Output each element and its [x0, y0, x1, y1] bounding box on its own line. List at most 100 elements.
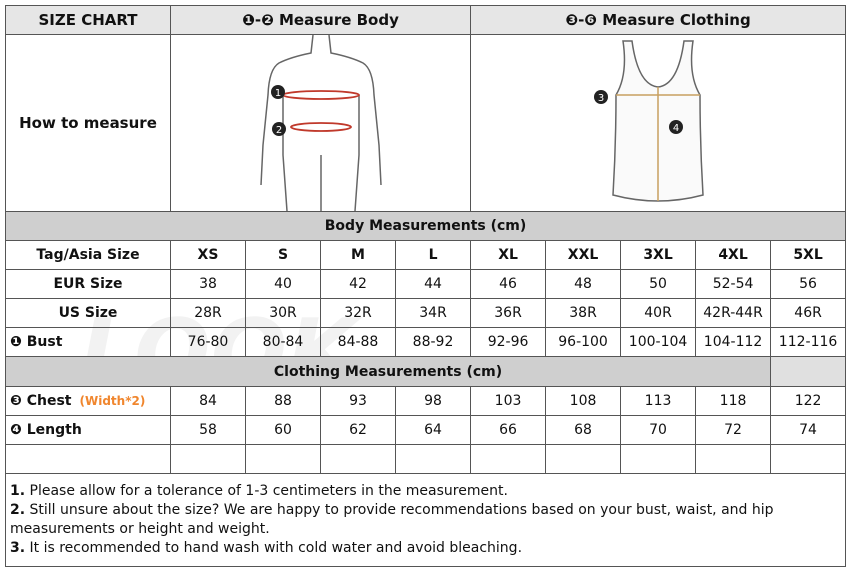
us-cell: 40R	[620, 298, 697, 328]
svg-text:1: 1	[274, 88, 280, 99]
chest-cell: 122	[770, 386, 847, 416]
length-cell: 60	[245, 415, 321, 445]
us-label: US Size	[5, 298, 171, 328]
tank-top-icon: 3 4	[594, 40, 704, 202]
illustration-row: How to measure 1 2 3 4	[5, 34, 847, 212]
bust-cell: 84-88	[320, 327, 396, 357]
empty-cell	[5, 444, 171, 474]
eur-cell: 46	[470, 269, 547, 299]
us-row: US Size 28R 30R 32R 34R 36R 38R 40R 42R-…	[5, 298, 847, 328]
bust-cell: 104-112	[695, 327, 772, 357]
empty-cell	[394, 444, 472, 474]
chest-label-cell: ❸ Chest (Width*2)	[5, 386, 171, 416]
us-cell: 32R	[320, 298, 396, 328]
notes: 1. Please allow for a tolerance of 1-3 c…	[4, 473, 847, 567]
eur-cell: 38	[170, 269, 246, 299]
size-cell: XL	[470, 240, 547, 270]
bust-cell: 100-104	[620, 327, 697, 357]
chest-row: ❸ Chest (Width*2) 84 88 93 98 103 108 113…	[5, 386, 847, 416]
us-cell: 36R	[470, 298, 547, 328]
eur-cell: 44	[394, 269, 472, 299]
us-cell: 34R	[394, 298, 472, 328]
eur-cell: 48	[545, 269, 622, 299]
bust-cell: 80-84	[245, 327, 321, 357]
size-label: Tag/Asia Size	[5, 240, 171, 270]
eur-cell: 56	[770, 269, 847, 299]
length-cell: 70	[620, 415, 697, 445]
chest-cell: 84	[170, 386, 246, 416]
empty-cell	[320, 444, 396, 474]
svg-text:2: 2	[275, 125, 281, 136]
measure-body-heading: ❶-❷ Measure Body	[169, 5, 472, 35]
size-cell: L	[394, 240, 472, 270]
empty-cell	[770, 444, 847, 474]
length-cell: 72	[695, 415, 772, 445]
length-row: ❹ Length 58 60 62 64 66 68 70 72 74	[5, 415, 847, 445]
chest-cell: 118	[695, 386, 772, 416]
note-item: 3. It is recommended to hand wash with c…	[10, 540, 523, 556]
measure-clothing-heading: ❸-❻ Measure Clothing	[470, 5, 847, 35]
size-row: Tag/Asia Size XS S M L XL XXL 3XL 4XL 5X…	[5, 240, 847, 270]
empty-cell	[695, 444, 772, 474]
clothing-section-row: Clothing Measurements (cm)	[4, 356, 847, 387]
empty-row	[5, 444, 847, 474]
chest-note: (Width*2)	[79, 394, 146, 408]
chest-cell: 93	[320, 386, 396, 416]
bust-cell: 88-92	[394, 327, 472, 357]
us-cell: 46R	[770, 298, 847, 328]
size-chart-title: SIZE CHART	[5, 5, 171, 35]
size-cell: M	[320, 240, 396, 270]
us-cell: 38R	[545, 298, 622, 328]
length-cell: 74	[770, 415, 847, 445]
body-illustration: 1 2	[169, 34, 472, 212]
us-cell: 42R-44R	[695, 298, 772, 328]
chest-cell: 98	[394, 386, 472, 416]
chest-label: ❸ Chest	[10, 393, 72, 409]
how-to-measure-label: How to measure	[5, 34, 171, 212]
size-cell: 5XL	[770, 240, 847, 270]
empty-cell	[170, 444, 246, 474]
bust-cell: 96-100	[545, 327, 622, 357]
length-cell: 66	[470, 415, 547, 445]
notes-row: 1. Please allow for a tolerance of 1-3 c…	[4, 473, 847, 567]
empty-cell	[545, 444, 622, 474]
eur-cell: 52-54	[695, 269, 772, 299]
size-cell: XS	[170, 240, 246, 270]
bust-cell: 112-116	[770, 327, 847, 357]
bust-cell: 92-96	[470, 327, 547, 357]
bust-row: ❶ Bust 76-80 80-84 84-88 88-92 92-96 96-…	[5, 327, 847, 357]
length-cell: 68	[545, 415, 622, 445]
clothing-measurements-heading: Clothing Measurements (cm)	[4, 356, 772, 387]
body-section-row: Body Measurements (cm)	[4, 211, 847, 241]
eur-row: EUR Size 38 40 42 44 46 48 50 52-54 56	[5, 269, 847, 299]
body-measurements-heading: Body Measurements (cm)	[4, 211, 847, 241]
eur-cell: 40	[245, 269, 321, 299]
chest-cell: 108	[545, 386, 622, 416]
chest-cell: 113	[620, 386, 697, 416]
note-item: 1. Please allow for a tolerance of 1-3 c…	[10, 483, 508, 499]
empty-cell	[470, 444, 547, 474]
length-cell: 58	[170, 415, 246, 445]
bust-label: ❶ Bust	[5, 327, 171, 357]
chest-cell: 88	[245, 386, 321, 416]
length-cell: 62	[320, 415, 396, 445]
us-cell: 30R	[245, 298, 321, 328]
eur-label: EUR Size	[5, 269, 171, 299]
length-cell: 64	[394, 415, 472, 445]
size-cell: 3XL	[620, 240, 697, 270]
empty-cell	[245, 444, 321, 474]
clothing-illustration: 3 4	[470, 34, 847, 212]
size-cell: S	[245, 240, 321, 270]
bust-cell: 76-80	[170, 327, 246, 357]
size-cell: XXL	[545, 240, 622, 270]
us-cell: 28R	[170, 298, 246, 328]
length-label: ❹ Length	[5, 415, 171, 445]
chest-cell: 103	[470, 386, 547, 416]
empty-cell	[620, 444, 697, 474]
eur-cell: 42	[320, 269, 396, 299]
size-chart-table: SIZE CHART ❶-❷ Measure Body ❸-❻ Measure …	[4, 5, 847, 567]
empty-cell	[770, 356, 847, 387]
svg-text:4: 4	[673, 123, 679, 134]
size-cell: 4XL	[695, 240, 772, 270]
note-item: 2. Still unsure about the size? We are h…	[10, 502, 774, 537]
